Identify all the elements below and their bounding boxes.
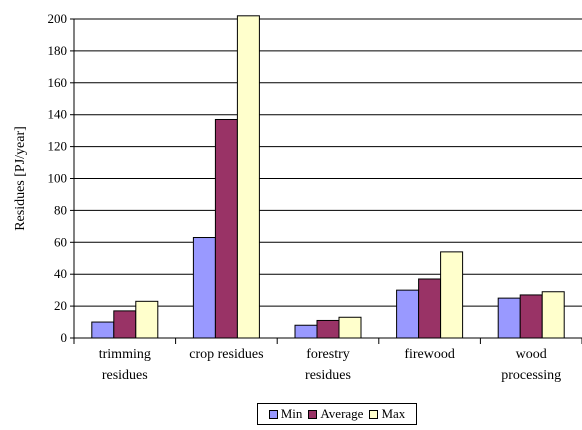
legend-swatch-min bbox=[268, 409, 278, 419]
x-tick-label: residues bbox=[305, 368, 351, 383]
y-tick-label: 80 bbox=[54, 202, 67, 217]
bar-average-0 bbox=[113, 310, 137, 339]
legend-swatch-average bbox=[308, 409, 318, 419]
legend-item-average: Average bbox=[308, 406, 363, 422]
legend-item-max: Max bbox=[369, 406, 405, 422]
y-tick-label: 100 bbox=[48, 171, 68, 186]
y-axis-label: Residues [PJ/year] bbox=[13, 126, 28, 231]
y-tick-label: 180 bbox=[48, 43, 68, 58]
y-tick-label: 160 bbox=[48, 75, 68, 90]
legend-label-average: Average bbox=[320, 406, 364, 421]
bar-max-4 bbox=[541, 291, 565, 339]
bar-max-0 bbox=[135, 300, 159, 339]
legend-swatch-max bbox=[369, 409, 379, 419]
bar-min-2 bbox=[294, 324, 318, 339]
x-tick-label: wood bbox=[516, 347, 547, 362]
x-tick-label: trimming bbox=[99, 347, 151, 362]
legend-item-min: Min bbox=[268, 406, 303, 422]
bar-max-3 bbox=[440, 251, 464, 339]
y-tick-label: 120 bbox=[48, 139, 68, 154]
legend-label-min: Min bbox=[280, 406, 303, 421]
x-tick-label: residues bbox=[102, 368, 148, 383]
y-tick-label: 40 bbox=[54, 266, 67, 281]
legend-label-max: Max bbox=[381, 406, 406, 421]
bar-average-1 bbox=[214, 118, 238, 339]
x-tick-label: crop residues bbox=[189, 347, 263, 362]
bar-min-4 bbox=[497, 297, 521, 339]
bar-min-0 bbox=[91, 321, 115, 339]
x-tick-label: forestry bbox=[306, 347, 350, 362]
y-tick-label: 60 bbox=[54, 234, 67, 249]
y-tick-label: 0 bbox=[61, 330, 68, 345]
bar-min-3 bbox=[396, 289, 420, 339]
x-tick-label: processing bbox=[501, 368, 561, 383]
bar-average-4 bbox=[519, 294, 543, 339]
bar-max-1 bbox=[236, 15, 260, 339]
bar-average-2 bbox=[316, 319, 340, 339]
y-tick-label: 20 bbox=[54, 298, 67, 313]
y-tick-label: 200 bbox=[48, 11, 68, 26]
x-tick-label: firewood bbox=[404, 347, 455, 362]
bar-max-2 bbox=[338, 316, 362, 339]
y-tick-label: 140 bbox=[48, 107, 68, 122]
bar-average-3 bbox=[418, 278, 442, 339]
legend: Min Average Max bbox=[257, 403, 417, 425]
bar-min-1 bbox=[192, 237, 216, 339]
